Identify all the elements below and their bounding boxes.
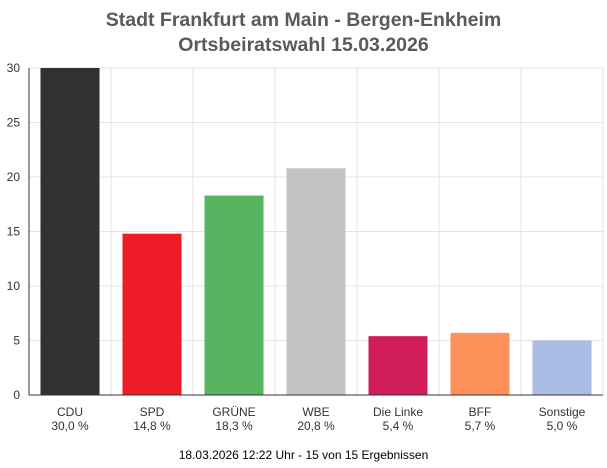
x-category-label: CDU	[57, 405, 83, 419]
x-category-label: WBE	[302, 405, 329, 419]
bar-die-linke	[368, 336, 428, 395]
footer-timestamp: 18.03.2026 12:22 Uhr - 15 von 15 Ergebni…	[178, 448, 429, 462]
chart-title: Stadt Frankfurt am Main - Bergen-Enkheim	[105, 9, 502, 31]
x-value-label: 14,8 %	[133, 419, 171, 433]
x-value-label: 5,4 %	[383, 419, 414, 433]
bar-grüne	[204, 195, 264, 395]
y-tick-label: 15	[7, 225, 21, 239]
x-value-label: 30,0 %	[51, 419, 89, 433]
bar-cdu	[40, 68, 100, 395]
x-category-label: GRÜNE	[212, 405, 255, 419]
y-tick-label: 5	[13, 334, 20, 348]
x-value-label: 18,3 %	[215, 419, 253, 433]
x-category-label: BFF	[469, 405, 492, 419]
x-value-label: 5,7 %	[465, 419, 496, 433]
x-value-label: 5,0 %	[547, 419, 578, 433]
y-tick-label: 25	[7, 116, 21, 130]
bar-spd	[122, 233, 182, 395]
x-category-label: Sonstige	[539, 405, 586, 419]
y-tick-label: 10	[7, 279, 21, 293]
bar-wbe	[286, 168, 346, 395]
x-category-label: Die Linke	[373, 405, 423, 419]
y-tick-label: 30	[7, 61, 21, 75]
bar-sonstige	[532, 340, 592, 395]
y-tick-label: 0	[13, 388, 20, 402]
x-value-label: 20,8 %	[297, 419, 335, 433]
bar-bff	[450, 332, 510, 395]
x-category-label: SPD	[140, 405, 165, 419]
chart-subtitle: Ortsbeiratswahl 15.03.2026	[178, 34, 429, 56]
y-tick-label: 20	[7, 170, 21, 184]
